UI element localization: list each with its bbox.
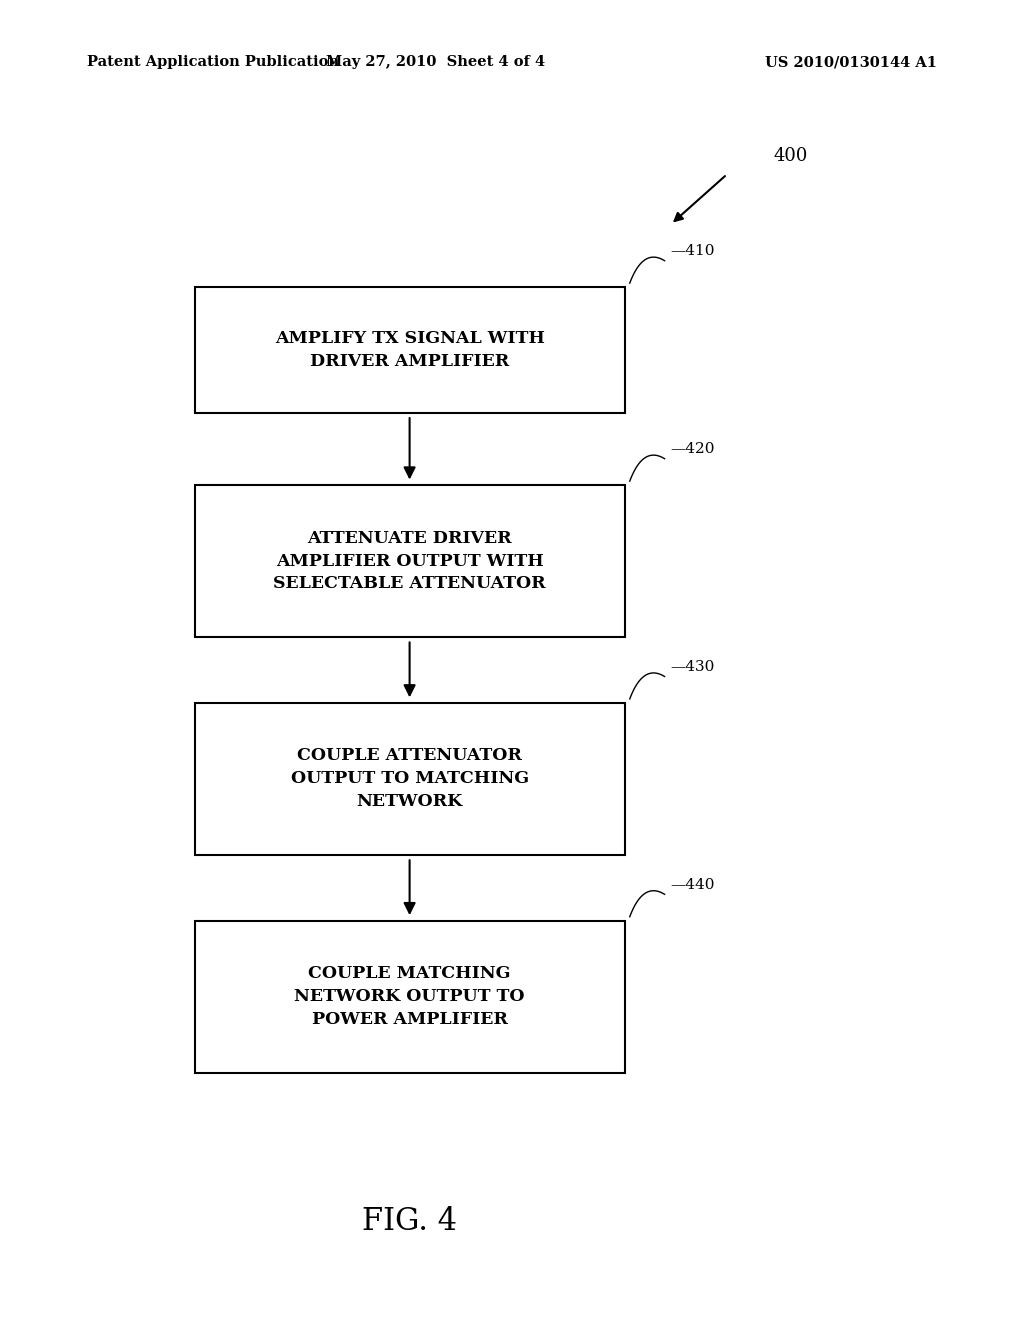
Text: COUPLE ATTENUATOR
OUTPUT TO MATCHING
NETWORK: COUPLE ATTENUATOR OUTPUT TO MATCHING NET… [291,747,528,810]
Text: 400: 400 [773,147,808,165]
Text: May 27, 2010  Sheet 4 of 4: May 27, 2010 Sheet 4 of 4 [326,55,545,70]
Text: —410: —410 [671,244,715,259]
Bar [195,921,625,1072]
Text: —420: —420 [671,442,715,457]
Text: —440: —440 [671,878,715,892]
Text: ATTENUATE DRIVER
AMPLIFIER OUTPUT WITH
SELECTABLE ATTENUATOR: ATTENUATE DRIVER AMPLIFIER OUTPUT WITH S… [273,529,546,593]
Text: AMPLIFY TX SIGNAL WITH
DRIVER AMPLIFIER: AMPLIFY TX SIGNAL WITH DRIVER AMPLIFIER [274,330,545,370]
Bar [195,486,625,638]
Text: —430: —430 [671,660,715,673]
Text: Patent Application Publication: Patent Application Publication [87,55,339,70]
Bar [195,704,625,855]
Text: US 2010/0130144 A1: US 2010/0130144 A1 [765,55,937,70]
Bar [195,288,625,412]
Text: COUPLE MATCHING
NETWORK OUTPUT TO
POWER AMPLIFIER: COUPLE MATCHING NETWORK OUTPUT TO POWER … [294,965,525,1028]
Text: FIG. 4: FIG. 4 [362,1205,457,1237]
